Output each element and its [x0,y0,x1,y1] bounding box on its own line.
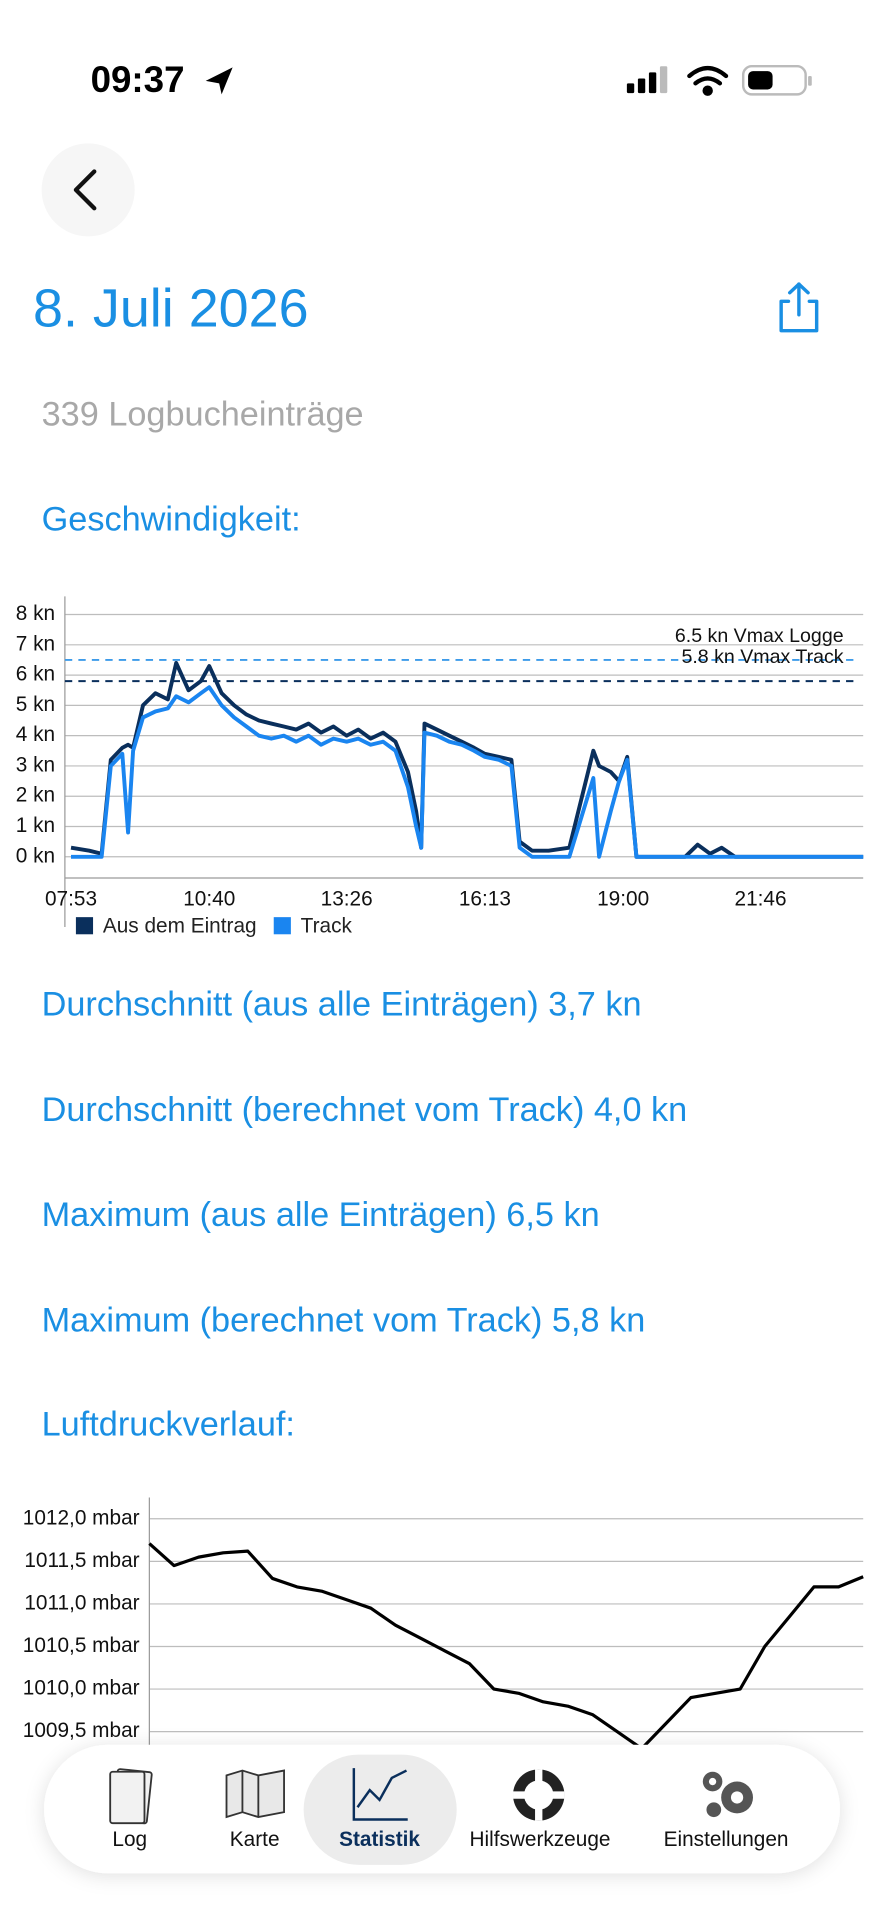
x-tick-label: 07:53 [45,888,97,911]
data-line [148,1542,864,1745]
back-chevron [73,169,97,211]
battery-icon [741,64,812,96]
stats-icon [352,1768,408,1821]
legend: Aus dem Eintrag Track [75,914,353,937]
y-tick-label: 1010,5 mbar [23,1634,140,1657]
reference-label: 5.8 kn Vmax Track [681,646,843,668]
reference-label: 6.5 kn Vmax Logge [675,625,844,647]
y-tick-label: 4 kn [16,723,55,746]
stat-line: Maximum (aus alle Einträgen) 6,5 kn [42,1196,600,1234]
wifi-icon [687,65,729,96]
y-tick-label: 1 kn [16,814,55,837]
y-tick-label: 5 kn [16,693,55,716]
y-tick-label: 1012,0 mbar [23,1506,140,1529]
stat-line: Durchschnitt (berechnet vom Track) 4,0 k… [42,1091,688,1129]
x-tick-label: 16:13 [459,888,511,911]
tab-label[interactable]: Statistik [339,1828,420,1851]
y-tick-label: 6 kn [16,663,55,686]
signal-icon [626,66,668,94]
x-tick-label: 10:40 [183,888,235,911]
legend-swatch [75,917,94,935]
section-heading: Geschwindigkeit: [42,501,301,539]
page-title: 8. Juli 2026 [33,279,308,339]
tab-label[interactable]: Karte [230,1828,280,1851]
tab-selected-bg [303,1754,457,1865]
lifebuoy-icon [513,1769,565,1821]
back-button[interactable] [41,143,135,237]
pressure-chart: 1009,5 mbar 1010,0 mbar 1010,5 mbar 1011,0 … [23,1497,864,1745]
x-tick-label: 19:00 [597,888,649,911]
y-tick-label: 2 kn [16,784,55,807]
speed-chart: 0 kn 1 kn 2 kn 3 kn 4 kn 5 kn 6 kn 7 kn 8 kn 07:5… [16,596,864,927]
location-icon [205,67,233,95]
share-button[interactable] [779,282,819,333]
legend-label: Track [301,914,353,937]
section-heading: Luftdruckverlauf: [42,1406,295,1444]
y-tick-label: 1011,0 mbar [24,1591,139,1614]
map-icon [225,1769,285,1819]
entry-count: 339 Logbucheinträge [42,395,364,433]
settings-icon [702,1771,753,1818]
stat-line: Maximum (berechnet vom Track) 5,8 kn [42,1301,646,1339]
tab-label[interactable]: Log [112,1828,147,1851]
stats: Durchschnitt (aus alle Einträgen) 3,7 kn… [42,986,688,1340]
legend-swatch [273,917,291,935]
tab-label[interactable]: Hilfswerkzeuge [469,1828,610,1851]
x-tick-label: 21:46 [735,888,787,911]
y-tick-label: 1011,5 mbar [24,1549,139,1572]
x-tick-label: 13:26 [321,888,373,911]
data-line [71,685,864,859]
y-tick-label: 1009,5 mbar [23,1719,140,1742]
tab-label[interactable]: Einstellungen [664,1828,789,1851]
y-tick-label: 8 kn [16,602,55,625]
log-icon [109,1768,153,1825]
data-line [70,661,864,859]
status-time: 09:37 [91,59,185,100]
tab-labels: Log Karte Statistik Hilfswerkzeuge Einstellu… [112,1828,788,1851]
y-tick-label: 0 kn [16,844,55,867]
y-tick-label: 7 kn [16,632,55,655]
y-tick-label: 1010,0 mbar [23,1677,140,1700]
y-tick-label: 3 kn [16,753,55,776]
stat-line: Durchschnitt (aus alle Einträgen) 3,7 kn [42,986,642,1024]
legend-label: Aus dem Eintrag [103,914,257,937]
